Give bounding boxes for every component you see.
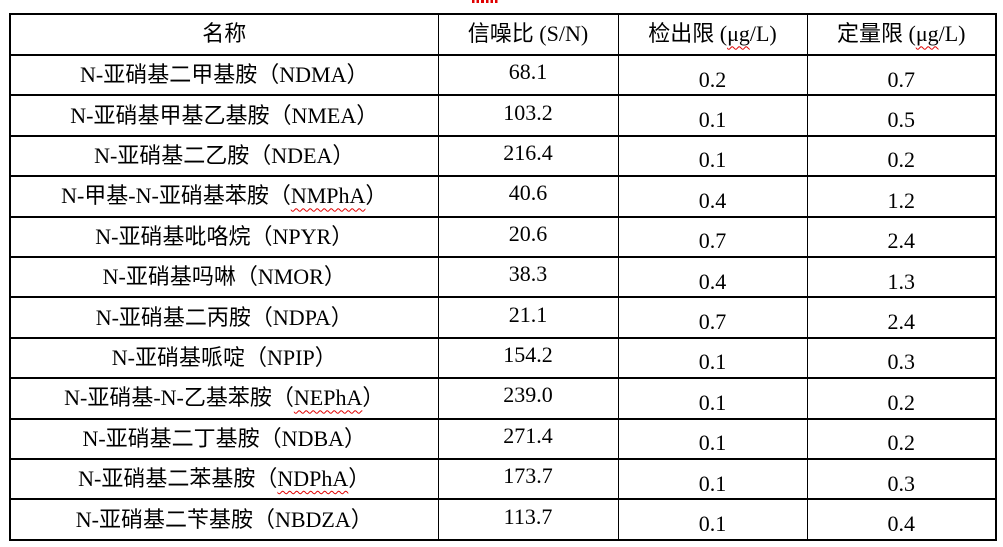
loq-value: 1.2: [806, 175, 997, 218]
compound-name-pre: N-亚硝基吗啉（NMOR）: [102, 264, 346, 290]
compound-name-pre: N-亚硝基吡咯烷（NPYR）: [95, 223, 354, 249]
table-row: N-亚硝基二乙胺（NDEA） 216.4 0.1 0.2: [9, 134, 997, 178]
compound-name-cell: N-甲基-N-亚硝基苯胺（NMPhA）: [9, 175, 439, 218]
lod-value: 0.1: [617, 498, 808, 541]
header-loq-post-text: /L): [938, 21, 966, 47]
loq-value: 0.5: [806, 94, 997, 137]
header-row: 名称 信噪比 (S/N) 检出限 (μg/L) 定量限 (μg/L): [9, 13, 997, 56]
loq-value: 0.2: [806, 134, 997, 178]
lod-value: 0.1: [617, 417, 808, 461]
table-row: N-亚硝基二丁基胺（NDBA） 271.4 0.1 0.2: [9, 417, 997, 461]
table-row: N-亚硝基二甲基胺（NDMA） 68.1 0.2 0.7: [9, 53, 997, 97]
header-cell-name: 名称: [9, 13, 439, 56]
loq-value: 0.7: [806, 53, 997, 97]
header-lod-post-text: /L): [749, 21, 777, 47]
header-lod-text: 检出限 (: [648, 21, 728, 47]
compound-name-pre: N-亚硝基二苯基胺（: [78, 466, 278, 492]
lod-value: 0.4: [617, 175, 808, 218]
table-row: N-亚硝基二苯基胺（NDPhA） 173.7 0.1 0.3: [9, 458, 997, 501]
lod-value: 0.7: [617, 215, 808, 259]
compound-name-post: ）: [348, 466, 371, 492]
compound-name-cell: N-亚硝基二苄基胺（NBDZA）: [9, 498, 439, 541]
compound-abbrev-flagged: NMPhA: [290, 183, 366, 209]
compound-name-pre: N-亚硝基二丁基胺（NDBA）: [82, 425, 367, 451]
sn-value: 216.4: [437, 134, 619, 178]
loq-value: 1.3: [806, 256, 997, 299]
compound-name-post: ）: [365, 183, 388, 209]
loq-value: 0.2: [806, 417, 997, 461]
compound-name-cell: N-亚硝基吡咯烷（NPYR）: [9, 215, 439, 259]
compound-name-pre: N-亚硝基二丙胺（NDPA）: [95, 304, 353, 330]
compound-name-cell: N-亚硝基二丁基胺（NDBA）: [9, 417, 439, 461]
sn-value: 40.6: [437, 175, 619, 218]
lod-value: 0.2: [617, 53, 808, 97]
table-row: N-甲基-N-亚硝基苯胺（NMPhA） 40.6 0.4 1.2: [9, 175, 997, 218]
detection-limits-table: 名称 信噪比 (S/N) 检出限 (μg/L) 定量限 (μg/L) N-亚硝基…: [9, 13, 997, 541]
compound-abbrev-flagged: NEPhA: [293, 385, 363, 411]
compound-name-post: ）: [362, 385, 385, 411]
compound-name-cell: N-亚硝基哌啶（NPIP）: [9, 336, 439, 380]
compound-name-cell: N-亚硝基吗啉（NMOR）: [9, 256, 439, 299]
lod-value: 0.1: [617, 377, 808, 420]
compound-name-pre: N-亚硝基甲基乙基胺（NMEA）: [70, 102, 379, 128]
sn-value: 239.0: [437, 377, 619, 420]
sn-value: 173.7: [437, 458, 619, 501]
table-header: 名称 信噪比 (S/N) 检出限 (μg/L) 定量限 (μg/L): [9, 13, 997, 56]
sn-value: 103.2: [437, 94, 619, 137]
loq-value: 2.4: [806, 215, 997, 259]
header-cell-sn: 信噪比 (S/N): [437, 13, 619, 56]
sn-value: 113.7: [437, 498, 619, 541]
table-row: N-亚硝基哌啶（NPIP） 154.2 0.1 0.3: [9, 336, 997, 380]
compound-name-pre: N-亚硝基二苄基胺（NBDZA）: [75, 506, 373, 532]
cropped-spellcheck-mark: [472, 0, 499, 3]
lod-value: 0.7: [617, 296, 808, 339]
header-name-text: 名称: [202, 21, 247, 47]
loq-value: 0.2: [806, 377, 997, 420]
compound-name-cell: N-亚硝基二苯基胺（NDPhA）: [9, 458, 439, 501]
compound-name-cell: N-亚硝基二丙胺（NDPA）: [9, 296, 439, 339]
header-cell-loq: 定量限 (μg/L): [806, 13, 997, 56]
compound-name-cell: N-亚硝基二乙胺（NDEA）: [9, 134, 439, 178]
table-row: N-亚硝基二丙胺（NDPA） 21.1 0.7 2.4: [9, 296, 997, 339]
table-row: N-亚硝基吡咯烷（NPYR） 20.6 0.7 2.4: [9, 215, 997, 259]
loq-value: 0.3: [806, 336, 997, 380]
table-body: N-亚硝基二甲基胺（NDMA） 68.1 0.2 0.7 N-亚硝基甲基乙基胺（…: [9, 53, 997, 541]
sn-value: 68.1: [437, 53, 619, 97]
sn-value: 154.2: [437, 336, 619, 380]
table-row: N-亚硝基-N-乙基苯胺（NEPhA） 239.0 0.1 0.2: [9, 377, 997, 420]
compound-name-cell: N-亚硝基二甲基胺（NDMA）: [9, 53, 439, 97]
lod-value: 0.1: [617, 94, 808, 137]
header-lod-flagged-text: μg: [727, 21, 750, 47]
sn-value: 21.1: [437, 296, 619, 339]
table-row: N-亚硝基甲基乙基胺（NMEA） 103.2 0.1 0.5: [9, 94, 997, 137]
compound-name-pre: N-亚硝基二乙胺（NDEA）: [94, 142, 355, 168]
compound-name-pre: N-亚硝基-N-乙基苯胺（: [64, 385, 294, 411]
header-cell-lod: 检出限 (μg/L): [617, 13, 808, 56]
header-sn-text: 信噪比 (S/N): [467, 21, 589, 47]
lod-value: 0.4: [617, 256, 808, 299]
header-loq-text: 定量限 (: [836, 21, 916, 47]
table-row: N-亚硝基吗啉（NMOR） 38.3 0.4 1.3: [9, 256, 997, 299]
compound-name-pre: N-亚硝基二甲基胺（NDMA）: [80, 62, 369, 88]
lod-value: 0.1: [617, 336, 808, 380]
compound-name-pre: N-甲基-N-亚硝基苯胺（: [61, 183, 291, 209]
lod-value: 0.1: [617, 134, 808, 178]
compound-name-cell: N-亚硝基甲基乙基胺（NMEA）: [9, 94, 439, 137]
sn-value: 38.3: [437, 256, 619, 299]
loq-value: 2.4: [806, 296, 997, 339]
lod-value: 0.1: [617, 458, 808, 501]
compound-name-pre: N-亚硝基哌啶（NPIP）: [111, 344, 337, 370]
table-row: N-亚硝基二苄基胺（NBDZA） 113.7 0.1 0.4: [9, 498, 997, 541]
compound-abbrev-flagged: NDPhA: [277, 466, 349, 492]
sn-value: 271.4: [437, 417, 619, 461]
loq-value: 0.3: [806, 458, 997, 501]
sn-value: 20.6: [437, 215, 619, 259]
header-loq-flagged-text: μg: [915, 21, 939, 47]
compound-name-cell: N-亚硝基-N-乙基苯胺（NEPhA）: [9, 377, 439, 420]
loq-value: 0.4: [806, 498, 997, 541]
